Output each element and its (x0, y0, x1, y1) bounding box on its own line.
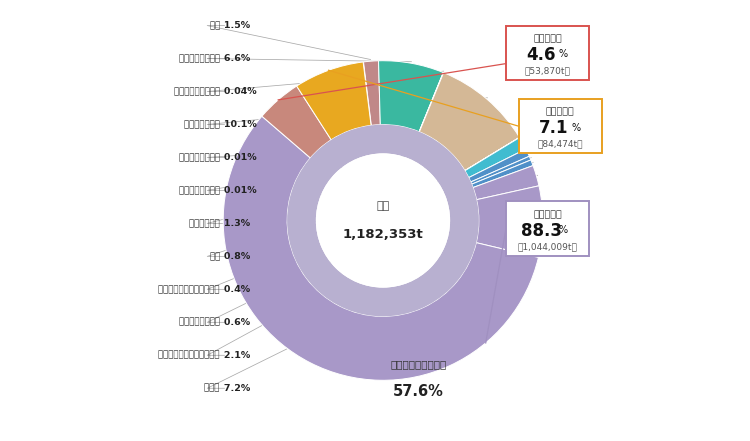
Text: 4.6: 4.6 (526, 46, 556, 64)
Text: 1.3%: 1.3% (221, 219, 250, 228)
Text: %: % (572, 123, 581, 133)
Text: スコープ１: スコープ１ (533, 34, 562, 43)
Text: 事業活動で発生する廃棄物: 事業活動で発生する廃棄物 (158, 285, 221, 294)
Text: 1,182,353t: 1,182,353t (343, 228, 423, 241)
Circle shape (316, 153, 450, 288)
Text: 0.4%: 0.4% (221, 285, 250, 294)
Wedge shape (379, 61, 443, 132)
Text: 2.1%: 2.1% (221, 351, 250, 360)
Text: 販売製品の使用: 販売製品の使用 (184, 120, 221, 129)
Text: 1.5%: 1.5% (221, 21, 250, 30)
Text: 合計: 合計 (376, 201, 389, 211)
Wedge shape (476, 186, 543, 258)
Text: %: % (559, 225, 568, 235)
FancyBboxPatch shape (506, 26, 589, 80)
Wedge shape (419, 72, 444, 132)
Text: 0.01%: 0.01% (221, 186, 256, 195)
FancyBboxPatch shape (506, 202, 589, 256)
Text: スコープ３: スコープ３ (533, 210, 562, 219)
Text: 0.8%: 0.8% (221, 252, 250, 261)
Wedge shape (297, 62, 371, 140)
Wedge shape (287, 125, 478, 316)
Text: 57.6%: 57.6% (393, 384, 443, 399)
Text: 資本財: 資本財 (205, 384, 221, 393)
Wedge shape (364, 61, 380, 125)
Wedge shape (262, 86, 332, 158)
Text: 0.6%: 0.6% (221, 318, 250, 327)
Text: スコープ２: スコープ２ (546, 108, 574, 116)
Text: 10.1%: 10.1% (221, 120, 256, 129)
Text: 販売製品の廃棄処理: 販売製品の廃棄処理 (174, 87, 221, 96)
Text: 下流の輸送・流通: 下流の輸送・流通 (178, 153, 221, 162)
Wedge shape (471, 156, 531, 184)
Text: 6.6%: 6.6% (221, 54, 250, 63)
Wedge shape (465, 138, 520, 171)
Text: （84,474t）: （84,474t） (538, 140, 583, 149)
FancyBboxPatch shape (519, 99, 602, 153)
Wedge shape (465, 138, 526, 178)
Text: 上流の輸送・流通: 上流の輸送・流通 (178, 318, 221, 327)
Text: 上流のリース資産: 上流のリース資産 (178, 186, 221, 195)
Text: 投資: 投資 (209, 21, 221, 30)
Wedge shape (469, 149, 530, 182)
Text: 7.2%: 7.2% (221, 384, 250, 393)
Text: 0.01%: 0.01% (221, 153, 256, 162)
Text: 7.1: 7.1 (539, 120, 568, 138)
Text: （1,044,009t）: （1,044,009t） (518, 242, 578, 251)
Text: 0.04%: 0.04% (221, 87, 256, 96)
Wedge shape (472, 160, 533, 187)
Text: 下流のリース資産: 下流のリース資産 (178, 54, 221, 63)
Wedge shape (419, 73, 520, 171)
Wedge shape (224, 116, 538, 380)
Text: 従業員の通勤: 従業員の通勤 (189, 219, 221, 228)
Text: 燃料・エネルギー関連活動: 燃料・エネルギー関連活動 (158, 351, 221, 360)
Text: 88.3: 88.3 (520, 222, 562, 239)
Wedge shape (473, 165, 539, 200)
Text: （53,870t）: （53,870t） (525, 66, 571, 75)
Wedge shape (465, 138, 520, 171)
Text: %: % (559, 49, 568, 60)
Text: 出張: 出張 (209, 252, 221, 261)
Text: 購入製品・サービス: 購入製品・サービス (390, 359, 446, 369)
